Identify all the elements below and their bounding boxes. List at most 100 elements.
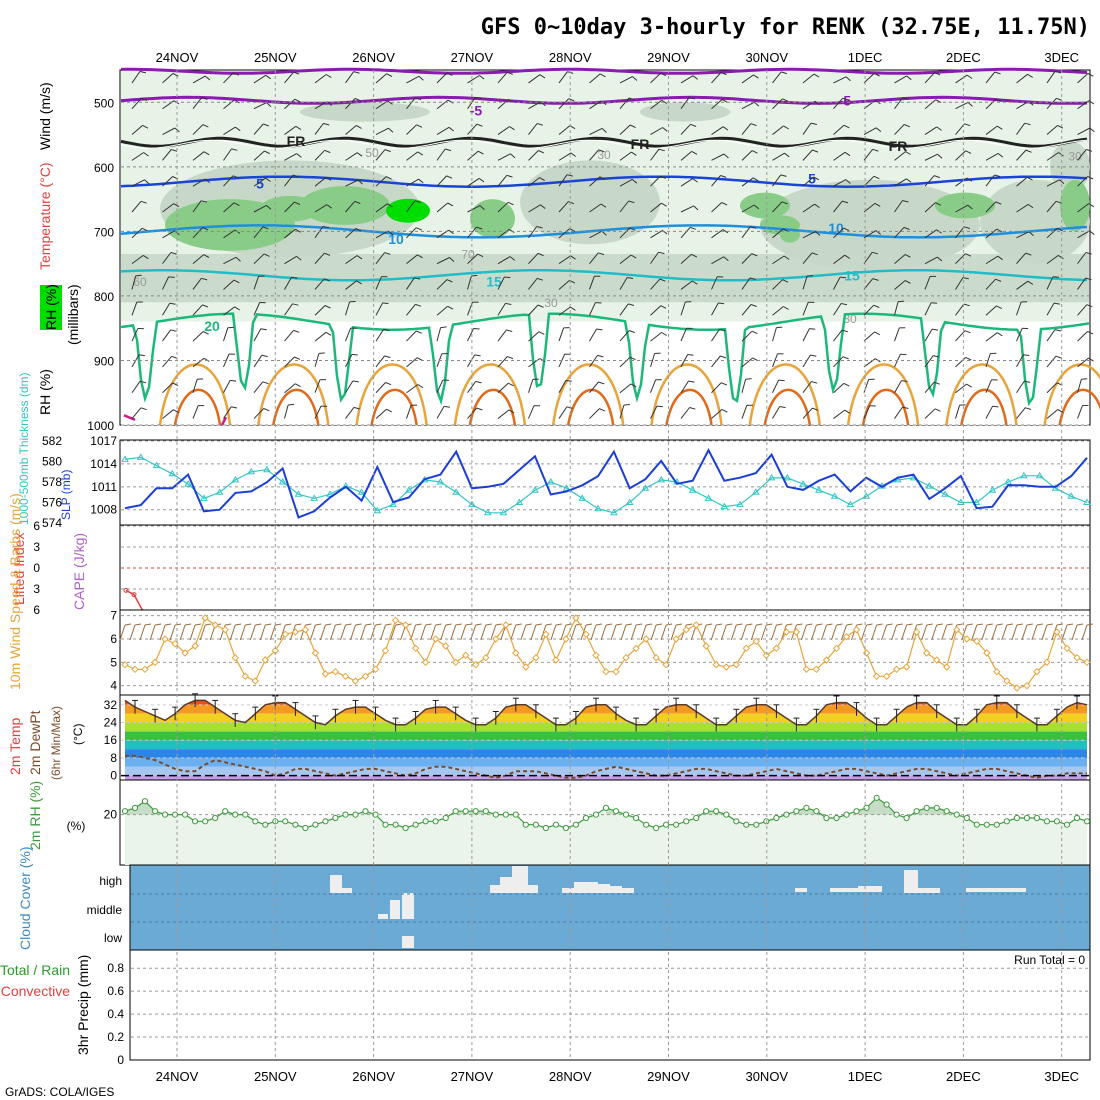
- wind-barb-flag: [934, 381, 940, 385]
- wind-barb-flag: [262, 381, 269, 385]
- wind10m-barb-flag: [415, 623, 422, 626]
- wind-barb: [985, 98, 997, 110]
- wind-barb: [192, 357, 205, 368]
- wind-barb-flag: [783, 306, 789, 310]
- wind-barb-flag: [966, 74, 973, 79]
- bottom-date-label: 28NOV: [549, 1069, 592, 1084]
- isotherm-label: 15: [486, 274, 502, 290]
- wind-barb: [985, 228, 998, 239]
- wind-barb: [131, 227, 143, 239]
- wind10m-barb-flag: [295, 623, 302, 626]
- wind10m-barb: [259, 624, 266, 641]
- wind-barb: [772, 327, 777, 342]
- top-date-label: 25NOV: [254, 50, 297, 65]
- wind-barb-flag: [902, 200, 909, 203]
- wind-barb: [650, 72, 661, 84]
- wind-barb: [1046, 97, 1057, 110]
- wind-barb: [711, 126, 724, 135]
- slp-tick: 1008: [90, 503, 117, 517]
- wind-barb: [711, 202, 723, 213]
- wind-barb: [528, 226, 538, 239]
- wind-barb-flag: [478, 177, 485, 183]
- wind-barb: [955, 303, 965, 316]
- wind10m-barb-flag: [816, 623, 823, 626]
- wind-barb: [802, 122, 812, 135]
- wind-barb-flag: [386, 73, 393, 77]
- wind-barb: [1046, 254, 1059, 265]
- wind-barb: [680, 253, 692, 265]
- wind-barb-flag: [752, 177, 759, 182]
- wind-barb-flag: [202, 124, 209, 128]
- thickness-tick: 574: [42, 516, 62, 530]
- footer-credit: GrADS: COLA/IGES: [5, 1085, 114, 1099]
- rh2m-point: [382, 821, 389, 828]
- wind-barb-flag: [904, 254, 911, 258]
- wind-barb: [436, 305, 449, 316]
- wind-barb: [284, 330, 294, 342]
- wind-barb: [406, 277, 415, 290]
- li-tick: 0: [33, 561, 40, 575]
- rh-contour-label: 70: [461, 247, 475, 261]
- wind-barb: [650, 379, 657, 393]
- wind-barb-flag: [139, 70, 147, 74]
- thickness-point: [121, 455, 129, 462]
- wind-barb: [680, 178, 693, 187]
- thickness-tick: 582: [42, 434, 62, 448]
- wind-barb: [680, 151, 693, 161]
- wind-barb: [833, 97, 844, 110]
- wind-barb-flag: [294, 383, 301, 388]
- wind-barb: [253, 328, 262, 342]
- wind-barb: [924, 175, 935, 187]
- wind10m-barb-flag: [165, 623, 172, 626]
- wind-barb-flag: [566, 174, 574, 177]
- wind10m-barb-flag: [245, 623, 252, 626]
- wind10m-barb-flag: [605, 623, 613, 626]
- wind10m-point: [131, 665, 139, 674]
- wind-barb-flag: [1023, 354, 1030, 356]
- wind10m-point: [932, 656, 941, 664]
- wind-barb-flag: [292, 303, 299, 306]
- wind-barb-flag: [139, 380, 147, 384]
- wind-barb-flag: [872, 148, 879, 152]
- wind-barb-flag: [720, 355, 727, 359]
- wind10m-barb-flag: [886, 623, 893, 626]
- wind10m-point: [502, 621, 510, 629]
- wind10m-point: [251, 677, 260, 685]
- wind-barb: [131, 125, 143, 135]
- wind-barb: [223, 99, 235, 110]
- wind-barb: [467, 253, 479, 265]
- thickness-point: [972, 498, 981, 505]
- wind10m-barb: [740, 624, 747, 641]
- wind-barb-flag: [507, 71, 513, 75]
- wind-barb-flag: [814, 203, 820, 209]
- wind-barb-flag: [813, 73, 820, 78]
- wind10m-barb: [821, 624, 827, 641]
- wind-barb: [497, 303, 506, 316]
- wind-barb: [375, 127, 389, 135]
- wind10m-point: [642, 635, 650, 643]
- wind10m-barb-flag: [716, 623, 723, 626]
- wind10m-barb-flag: [796, 623, 803, 626]
- wind-barb-flag: [384, 149, 391, 153]
- wind-barb-flag: [386, 408, 393, 413]
- wind-barb: [375, 329, 385, 342]
- wind-barb-flag: [720, 175, 727, 178]
- wind-barb: [924, 408, 936, 419]
- wind-barb: [894, 227, 905, 239]
- wind-barb-flag: [448, 126, 455, 132]
- wind-barb: [833, 124, 845, 135]
- wind-barb: [162, 382, 173, 394]
- wind-barb-flag: [1088, 203, 1095, 208]
- wind-barb: [314, 204, 328, 213]
- rh2m-point: [552, 821, 560, 828]
- wind-barb: [467, 177, 480, 187]
- wind-barb-flag: [536, 123, 544, 126]
- wind-barb: [1046, 276, 1054, 290]
- lifted-index-label: Lifted Index: [11, 533, 27, 605]
- wind-barb-flag: [172, 382, 179, 386]
- precip-panel: 0 0.2 0.4 0.6 0.8 Run Total = 0 Total / Rain…: [0, 949, 1091, 1067]
- wind-barb: [772, 201, 783, 213]
- bottom-date-label: 30NOV: [745, 1069, 788, 1084]
- wind10m-point: [882, 672, 891, 681]
- wind10m-barb: [440, 624, 447, 641]
